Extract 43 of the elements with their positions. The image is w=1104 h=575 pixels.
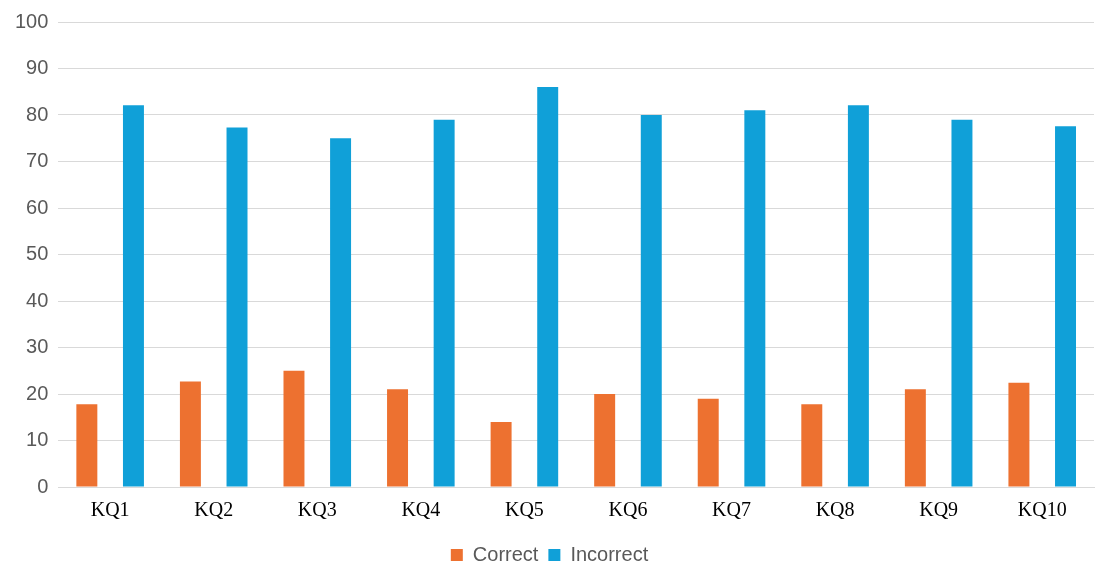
legend-label: Correct <box>472 542 539 565</box>
bar <box>330 138 352 487</box>
y-tick-label: 100 <box>14 9 49 32</box>
y-tick-label: 60 <box>26 195 49 218</box>
bar <box>744 110 766 487</box>
x-tick-label: KQ3 <box>297 498 337 521</box>
bar <box>697 398 719 487</box>
bar <box>847 105 869 487</box>
x-tick-label: KQ2 <box>194 498 234 521</box>
bar <box>537 87 559 487</box>
bar <box>283 370 305 487</box>
bar <box>801 404 823 487</box>
bar <box>226 127 248 487</box>
x-tick-label: KQ9 <box>919 498 959 521</box>
y-tick-label: 90 <box>26 56 49 79</box>
x-tick-label: KQ5 <box>504 498 544 521</box>
bar <box>1055 126 1077 487</box>
x-tick-label: KQ10 <box>1017 498 1067 521</box>
bar <box>122 105 144 487</box>
bar <box>490 421 512 487</box>
bar <box>951 119 973 487</box>
legend-label: Incorrect <box>570 542 649 565</box>
y-tick-label: 20 <box>26 381 49 404</box>
bar <box>640 115 662 487</box>
x-tick-label: KQ6 <box>608 498 648 521</box>
bar <box>433 119 455 487</box>
bar <box>594 394 616 487</box>
x-tick-label: KQ7 <box>712 498 751 521</box>
y-tick-label: 70 <box>26 149 49 172</box>
bar <box>76 404 98 487</box>
bar <box>904 389 926 487</box>
bar <box>179 381 201 487</box>
y-tick-label: 0 <box>37 474 49 497</box>
y-tick-label: 40 <box>26 288 49 311</box>
y-tick-label: 50 <box>26 242 49 265</box>
x-tick-label: KQ8 <box>815 498 855 521</box>
x-tick-label: KQ1 <box>90 498 130 521</box>
y-tick-label: 30 <box>26 335 49 358</box>
y-tick-label: 10 <box>26 428 49 451</box>
bar <box>387 389 409 487</box>
y-tick-label: 80 <box>26 102 49 125</box>
x-tick-label: KQ4 <box>401 498 441 521</box>
bar <box>1008 382 1030 487</box>
